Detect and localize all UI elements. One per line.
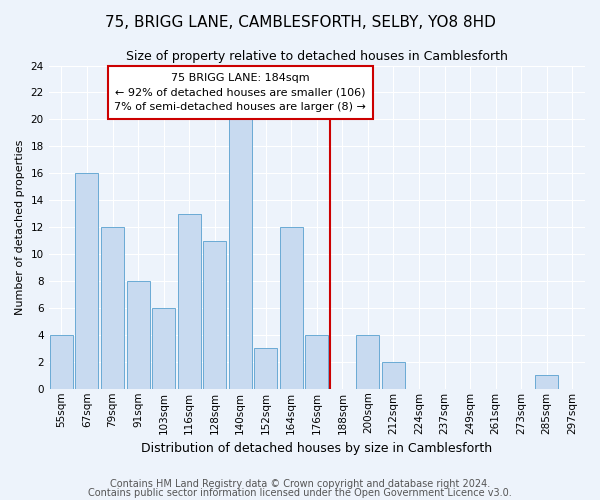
Bar bbox=[356, 335, 379, 389]
Text: 75, BRIGG LANE, CAMBLESFORTH, SELBY, YO8 8HD: 75, BRIGG LANE, CAMBLESFORTH, SELBY, YO8… bbox=[104, 15, 496, 30]
Title: Size of property relative to detached houses in Camblesforth: Size of property relative to detached ho… bbox=[126, 50, 508, 63]
Text: Contains HM Land Registry data © Crown copyright and database right 2024.: Contains HM Land Registry data © Crown c… bbox=[110, 479, 490, 489]
Text: Contains public sector information licensed under the Open Government Licence v3: Contains public sector information licen… bbox=[88, 488, 512, 498]
Bar bbox=[127, 281, 149, 389]
Bar bbox=[535, 376, 558, 389]
Bar bbox=[229, 120, 252, 389]
Text: 75 BRIGG LANE: 184sqm
← 92% of detached houses are smaller (106)
7% of semi-deta: 75 BRIGG LANE: 184sqm ← 92% of detached … bbox=[114, 72, 366, 112]
Bar bbox=[152, 308, 175, 389]
Bar bbox=[382, 362, 405, 389]
Bar bbox=[280, 227, 303, 389]
Bar bbox=[76, 174, 98, 389]
Bar bbox=[178, 214, 200, 389]
Bar bbox=[254, 348, 277, 389]
Bar bbox=[203, 240, 226, 389]
Bar bbox=[305, 335, 328, 389]
X-axis label: Distribution of detached houses by size in Camblesforth: Distribution of detached houses by size … bbox=[141, 442, 493, 455]
Bar bbox=[101, 227, 124, 389]
Bar bbox=[50, 335, 73, 389]
Y-axis label: Number of detached properties: Number of detached properties bbox=[15, 140, 25, 315]
